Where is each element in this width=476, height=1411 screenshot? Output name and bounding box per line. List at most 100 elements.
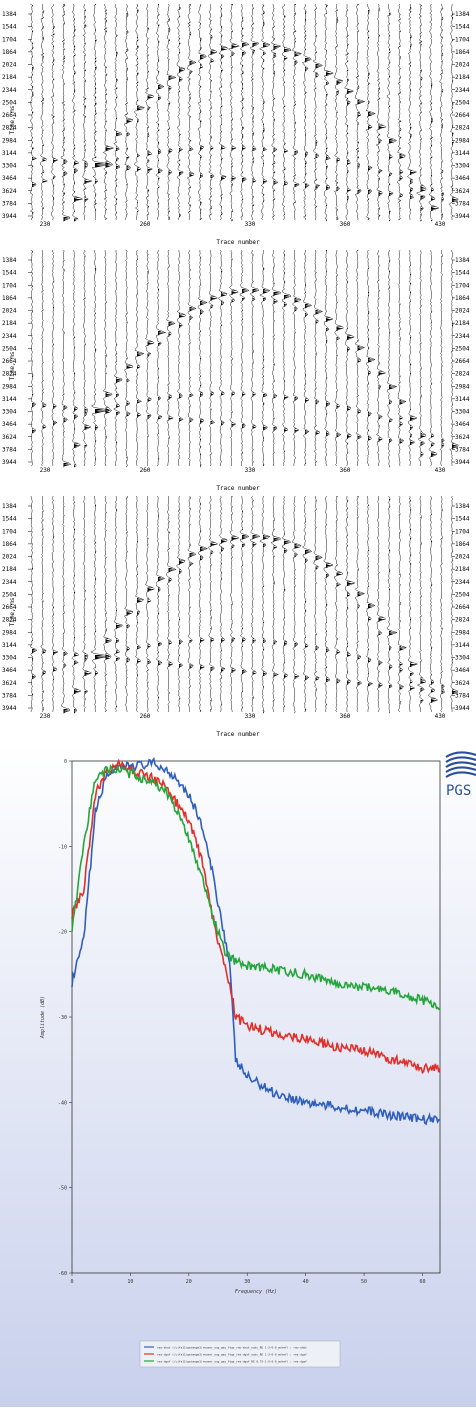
trace-tick-label: 430 (435, 221, 446, 228)
seismic-trace-fill (137, 541, 144, 677)
seismic-trace-fill (105, 302, 113, 440)
seismic-trace (134, 249, 145, 467)
time-tick-label: 3464 (455, 175, 470, 182)
time-tick-label: 2504 (2, 591, 17, 598)
seismic-trace-fill (95, 505, 110, 677)
seismic-trace-fill (294, 298, 301, 434)
time-tick-label: 2664 (2, 358, 17, 365)
seismic-trace-fill (168, 521, 176, 695)
pgs-logo: PGS (445, 751, 476, 799)
seismic-trace-fill (420, 517, 426, 704)
seismic-trace (408, 249, 418, 466)
seismic-trace (227, 3, 240, 221)
seismic-trace-fill (441, 509, 445, 695)
legend-entry: raw-shot (/cifs11/geimage3/reuser_sug_ge… (157, 1346, 307, 1350)
seismic-trace (71, 496, 82, 713)
seismic-trace (102, 249, 113, 466)
x-tick-label: 60 (419, 1279, 425, 1285)
y-tick-label: -10 (58, 844, 67, 850)
seismic-trace-fill (168, 19, 176, 221)
time-tick-label: 2344 (455, 333, 470, 340)
time-tick-label: 2824 (455, 371, 470, 378)
seismic-trace (114, 495, 123, 713)
seismic-trace (292, 249, 302, 466)
seismic-trace (355, 249, 366, 467)
seismic-trace (91, 3, 109, 221)
seismic-plot: 1384 1384 1544 1544 1704 1704 1864 1864 2024 2024… (2, 495, 470, 738)
time-tick-label: 2184 (455, 566, 470, 573)
time-tick-label: 3304 (2, 409, 17, 416)
seismic-trace (302, 495, 313, 713)
seismic-trace (156, 249, 167, 467)
seismic-trace (102, 3, 115, 221)
y-axis-label: Time, ms (9, 105, 16, 134)
seismic-trace-fill (63, 506, 71, 714)
seismic-trace-fill (326, 5, 334, 222)
time-tick-label: 1544 (455, 24, 470, 31)
seismic-trace (208, 3, 218, 221)
seismic-trace (145, 249, 155, 467)
logo-wave (445, 756, 476, 763)
x-tick-label: 20 (186, 1279, 192, 1285)
seismic-trace (113, 250, 123, 466)
trace-tick-label: 230 (40, 221, 51, 228)
seismic-trace-fill (410, 265, 417, 446)
seismic-trace-fill (252, 8, 259, 213)
time-tick-label: 1384 (455, 257, 470, 264)
seismic-trace (291, 495, 302, 713)
time-tick-label: 1704 (455, 282, 470, 289)
seismic-trace-fill (378, 572, 386, 689)
time-tick-label: 3304 (2, 655, 17, 662)
seismic-trace-fill (231, 259, 239, 428)
seismic-trace (376, 495, 387, 713)
seismic-trace-fill (158, 515, 165, 699)
seismic-trace-fill (294, 4, 302, 204)
seismic-trace-fill (315, 8, 323, 209)
seismic-trace-fill (410, 500, 418, 692)
seismic-trace (333, 495, 344, 713)
seismic-trace-fill (158, 4, 164, 206)
seismic-trace-fill (315, 500, 323, 692)
time-tick-label: 2024 (455, 62, 470, 69)
time-tick-label: 2344 (2, 87, 17, 94)
seismic-trace-fill (95, 268, 110, 461)
seismic-trace (187, 495, 197, 713)
seismic-trace (40, 249, 47, 467)
trace-tick-label: 360 (340, 221, 351, 228)
seismic-trace (176, 3, 185, 221)
seismic-trace-fill (137, 5, 145, 213)
seismic-trace-fill (32, 568, 37, 696)
seismic-trace (218, 249, 228, 467)
seismic-trace-fill (179, 509, 186, 701)
y-axis-label: Time, ms (9, 351, 16, 380)
seismic-trace (229, 495, 240, 713)
series-line (71, 764, 441, 1011)
time-tick-label: 1544 (2, 24, 17, 31)
seismic-trace-fill (84, 590, 92, 701)
seismic-trace-fill (378, 256, 386, 443)
seismic-trace-fill (32, 5, 37, 219)
seismic-trace (90, 495, 110, 713)
time-tick-label: 2984 (2, 383, 17, 390)
x-axis-label: Trace number (216, 239, 260, 246)
seismic-trace (334, 249, 344, 467)
seismic-trace (82, 249, 92, 466)
time-tick-label: 3304 (2, 163, 17, 170)
x-axis-label: Frequency (Hz) (235, 1289, 277, 1295)
seismic-trace (103, 495, 112, 713)
time-tick-label: 2504 (455, 345, 470, 352)
time-tick-label: 2184 (455, 74, 470, 81)
time-tick-label: 2504 (2, 99, 17, 106)
time-tick-label: 3944 (2, 459, 17, 466)
seismic-trace (29, 3, 38, 220)
seismic-trace-fill (74, 502, 81, 714)
seismic-trace-fill (63, 260, 71, 468)
time-tick-label: 3944 (455, 213, 470, 220)
time-tick-label: 1384 (2, 11, 17, 18)
time-tick-label: 3784 (455, 692, 470, 699)
time-tick-label: 1704 (2, 528, 17, 535)
seismic-trace (259, 249, 271, 467)
seismic-trace (416, 495, 427, 713)
seismic-trace (439, 4, 445, 221)
time-tick-label: 2024 (455, 554, 470, 561)
